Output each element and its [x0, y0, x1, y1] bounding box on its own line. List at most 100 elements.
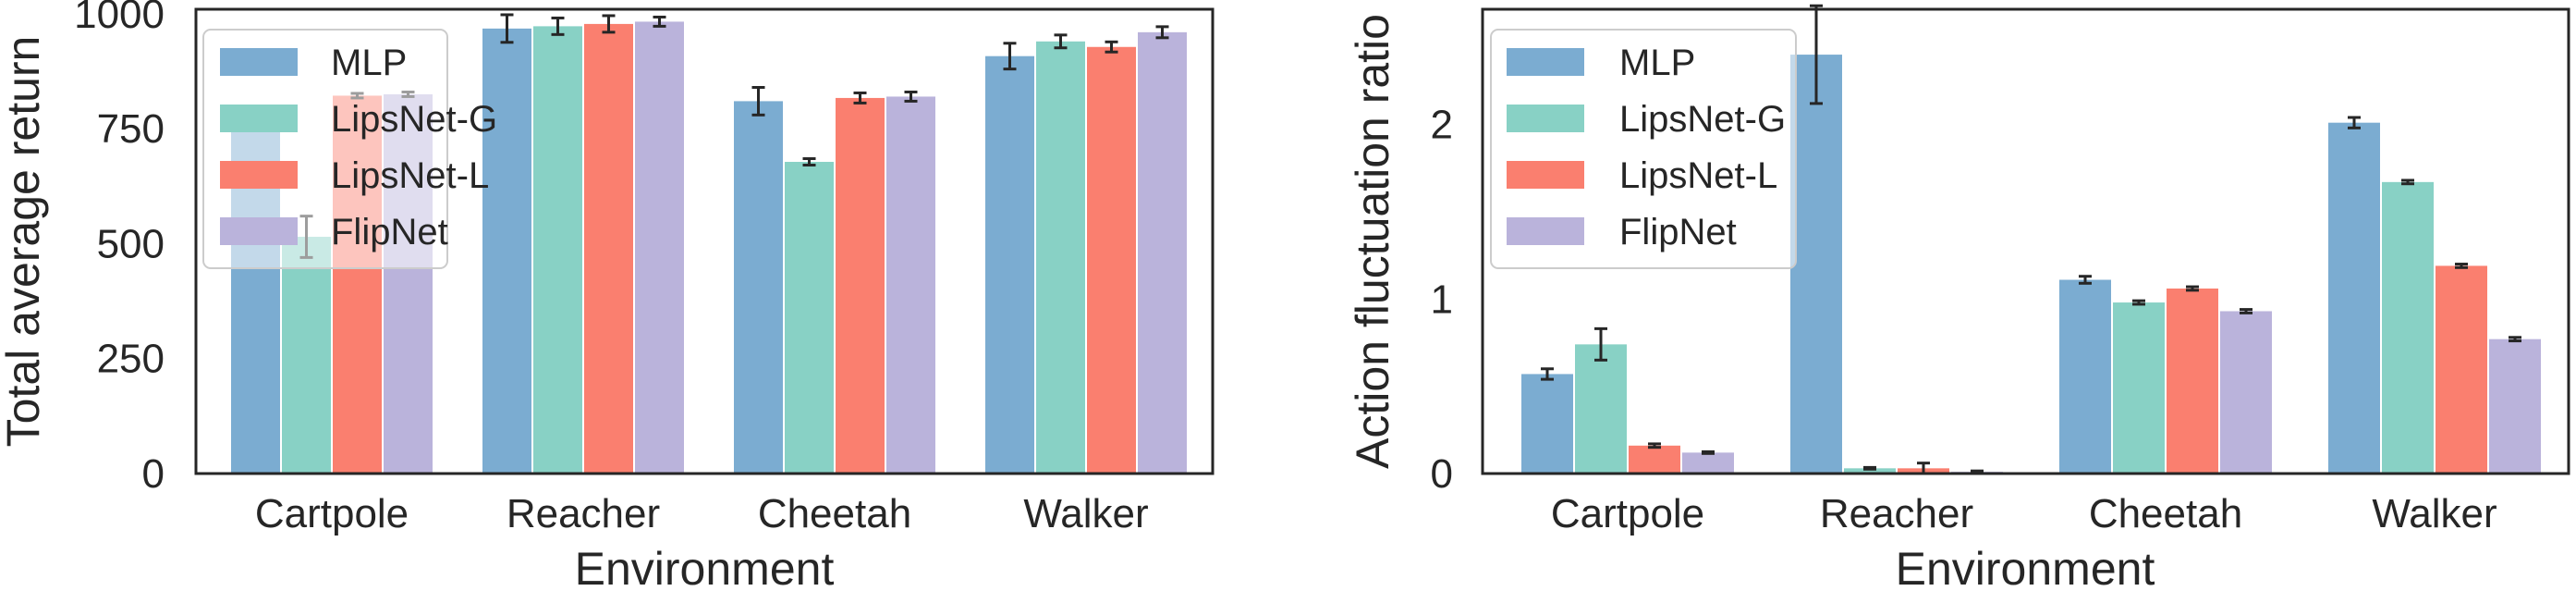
- legend-swatch-lipsnet-g: [220, 105, 298, 132]
- x-axis-label: Environment: [1896, 543, 2155, 591]
- legend-swatch-mlp: [220, 48, 298, 76]
- y-axis-label: Action fluctuation ratio: [1347, 14, 1398, 469]
- x-tick-label-reacher: Reacher: [1820, 491, 1973, 536]
- bar-lipsnet-l-cheetah: [836, 97, 885, 474]
- errorbar-mlp-walker: [2348, 116, 2361, 129]
- errorbar-flipnet-cheetah: [2240, 308, 2252, 314]
- legend-label-mlp: MLP: [331, 43, 407, 83]
- bar-lipsnet-l-cartpole: [1629, 445, 1680, 474]
- bar-lipsnet-l-cheetah: [2167, 288, 2218, 474]
- legend-label-lipsnet-l: LipsNet-L: [1619, 155, 1777, 196]
- y-tick-labels: 0 1 2: [1431, 103, 1453, 497]
- bar-flipnet-cheetah: [886, 96, 935, 474]
- bar-flipnet-reacher: [635, 21, 684, 474]
- y-tick-label-500: 500: [97, 221, 165, 266]
- legend-frame: [202, 29, 448, 269]
- bar-mlp-reacher: [1790, 55, 1842, 474]
- y-tick-label-1: 1: [1431, 277, 1453, 322]
- x-tick-label-cartpole: Cartpole: [255, 491, 409, 536]
- legend-label-lipsnet-g: LipsNet-G: [1619, 99, 1786, 140]
- y-tick-label-250: 250: [97, 337, 165, 382]
- legend-swatch-lipsnet-l: [220, 161, 298, 189]
- bar-mlp-cheetah: [734, 101, 783, 474]
- errorbar-lipsnet-l-cheetah: [2186, 285, 2199, 292]
- errorbar-flipnet-walker: [2509, 336, 2521, 343]
- errorbar-flipnet-cartpole: [1702, 449, 1715, 455]
- legend-label-mlp: MLP: [1619, 43, 1695, 83]
- bar-mlp-cartpole: [1521, 374, 1573, 474]
- x-tick-label-walker: Walker: [2372, 491, 2497, 536]
- x-tick-label-cheetah: Cheetah: [2089, 491, 2242, 536]
- y-tick-label-750: 750: [97, 106, 165, 152]
- legend-label-flipnet: FlipNet: [1619, 212, 1737, 252]
- errorbar-flipnet-walker: [1155, 25, 1169, 40]
- bar-lipsnet-g-walker: [2382, 181, 2434, 474]
- legend-swatch-flipnet: [1507, 217, 1584, 245]
- legend-label-lipsnet-g: LipsNet-G: [331, 99, 497, 140]
- bar-lipsnet-g-cartpole: [282, 237, 331, 474]
- errorbar-mlp-cheetah: [2079, 275, 2092, 285]
- bar-mlp-reacher: [482, 28, 531, 474]
- errorbar-mlp-cartpole: [1541, 367, 1554, 381]
- bar-mlp-cheetah: [2059, 279, 2111, 474]
- bar-lipsnet-g-reacher: [1844, 468, 1896, 474]
- errorbar-lipsnet-g-cartpole: [1594, 326, 1607, 362]
- axes-frame: [194, 7, 1215, 475]
- bar-flipnet-cheetah: [2220, 311, 2272, 474]
- x-tick-label-walker: Walker: [1023, 491, 1148, 536]
- y-tick-label-0: 0: [1431, 451, 1453, 497]
- y-tick-labels: 0 250 500 750 1000: [74, 0, 165, 497]
- errorbar-lipsnet-g-cheetah: [2132, 299, 2145, 306]
- bar-lipsnet-g-reacher: [533, 26, 582, 474]
- legend-swatch-lipsnet-g: [1507, 105, 1584, 132]
- legend-label-lipsnet-l: LipsNet-L: [331, 155, 489, 196]
- axes-frame: [1481, 7, 2570, 475]
- x-tick-labels: Cartpole Reacher Cheetah Walker: [255, 491, 1149, 536]
- x-axis-label: Environment: [575, 543, 835, 591]
- bar-lipsnet-l-walker: [1087, 46, 1136, 474]
- y-tick-label-1000: 1000: [74, 0, 165, 37]
- bar-flipnet-walker: [2489, 339, 2541, 474]
- errorbar-lipsnet-g-walker: [1054, 33, 1068, 50]
- legend: MLP LipsNet-G LipsNet-L FlipNet: [202, 29, 497, 269]
- legend-swatch-mlp: [1507, 48, 1584, 76]
- bar-lipsnet-g-cartpole: [1575, 344, 1627, 474]
- errorbar-mlp-walker: [1003, 42, 1017, 71]
- legend-swatch-flipnet: [220, 217, 298, 245]
- errorbar-lipsnet-l-walker: [1105, 40, 1118, 54]
- errorbar-lipsnet-g-reacher: [551, 16, 565, 36]
- errorbar-mlp-cheetah: [751, 85, 765, 117]
- bar-lipsnet-l-reacher: [584, 23, 633, 474]
- panel-action-fluctuation-ratio: MLP LipsNet-G LipsNet-L FlipNet 0 1 2 Cart…: [1347, 4, 2570, 591]
- errorbar-lipsnet-l-walker: [2455, 263, 2468, 269]
- bar-flipnet-walker: [1138, 31, 1187, 474]
- errorbar-lipsnet-g-reacher: [1863, 465, 1876, 471]
- errorbar-flipnet-cheetah: [904, 90, 918, 103]
- bar-lipsnet-l-walker: [2436, 265, 2487, 474]
- y-axis-label: Total average return: [0, 36, 49, 448]
- bar-mlp-walker: [985, 55, 1034, 474]
- x-tick-label-cartpole: Cartpole: [1551, 491, 1704, 536]
- errorbar-lipsnet-l-reacher: [602, 14, 616, 34]
- legend-frame: [1490, 29, 1797, 269]
- errorbar-lipsnet-g-walker: [2401, 179, 2414, 186]
- x-tick-labels: Cartpole Reacher Cheetah Walker: [1551, 491, 2497, 536]
- bar-flipnet-cartpole: [1682, 452, 1734, 474]
- bar-lipsnet-g-cheetah: [785, 162, 834, 474]
- errorbars-group: [1541, 4, 2521, 475]
- bar-lipsnet-g-cheetah: [2113, 302, 2165, 474]
- errorbar-mlp-reacher: [1810, 4, 1823, 105]
- legend-label-flipnet: FlipNet: [331, 212, 448, 252]
- panel-total-average-return: MLP LipsNet-G LipsNet-L FlipNet 0 250 500 7…: [0, 0, 1215, 591]
- errorbar-mlp-reacher: [500, 13, 514, 44]
- y-tick-label-2: 2: [1431, 103, 1453, 148]
- errorbar-flipnet-reacher: [653, 15, 666, 28]
- y-tick-label-0: 0: [142, 451, 165, 497]
- bars-group: [1521, 55, 2541, 474]
- bar-lipsnet-g-walker: [1036, 41, 1085, 474]
- errorbar-lipsnet-g-cheetah: [802, 157, 816, 166]
- x-tick-label-reacher: Reacher: [507, 491, 660, 536]
- legend-swatch-lipsnet-l: [1507, 161, 1584, 189]
- errorbar-lipsnet-l-cheetah: [853, 91, 867, 105]
